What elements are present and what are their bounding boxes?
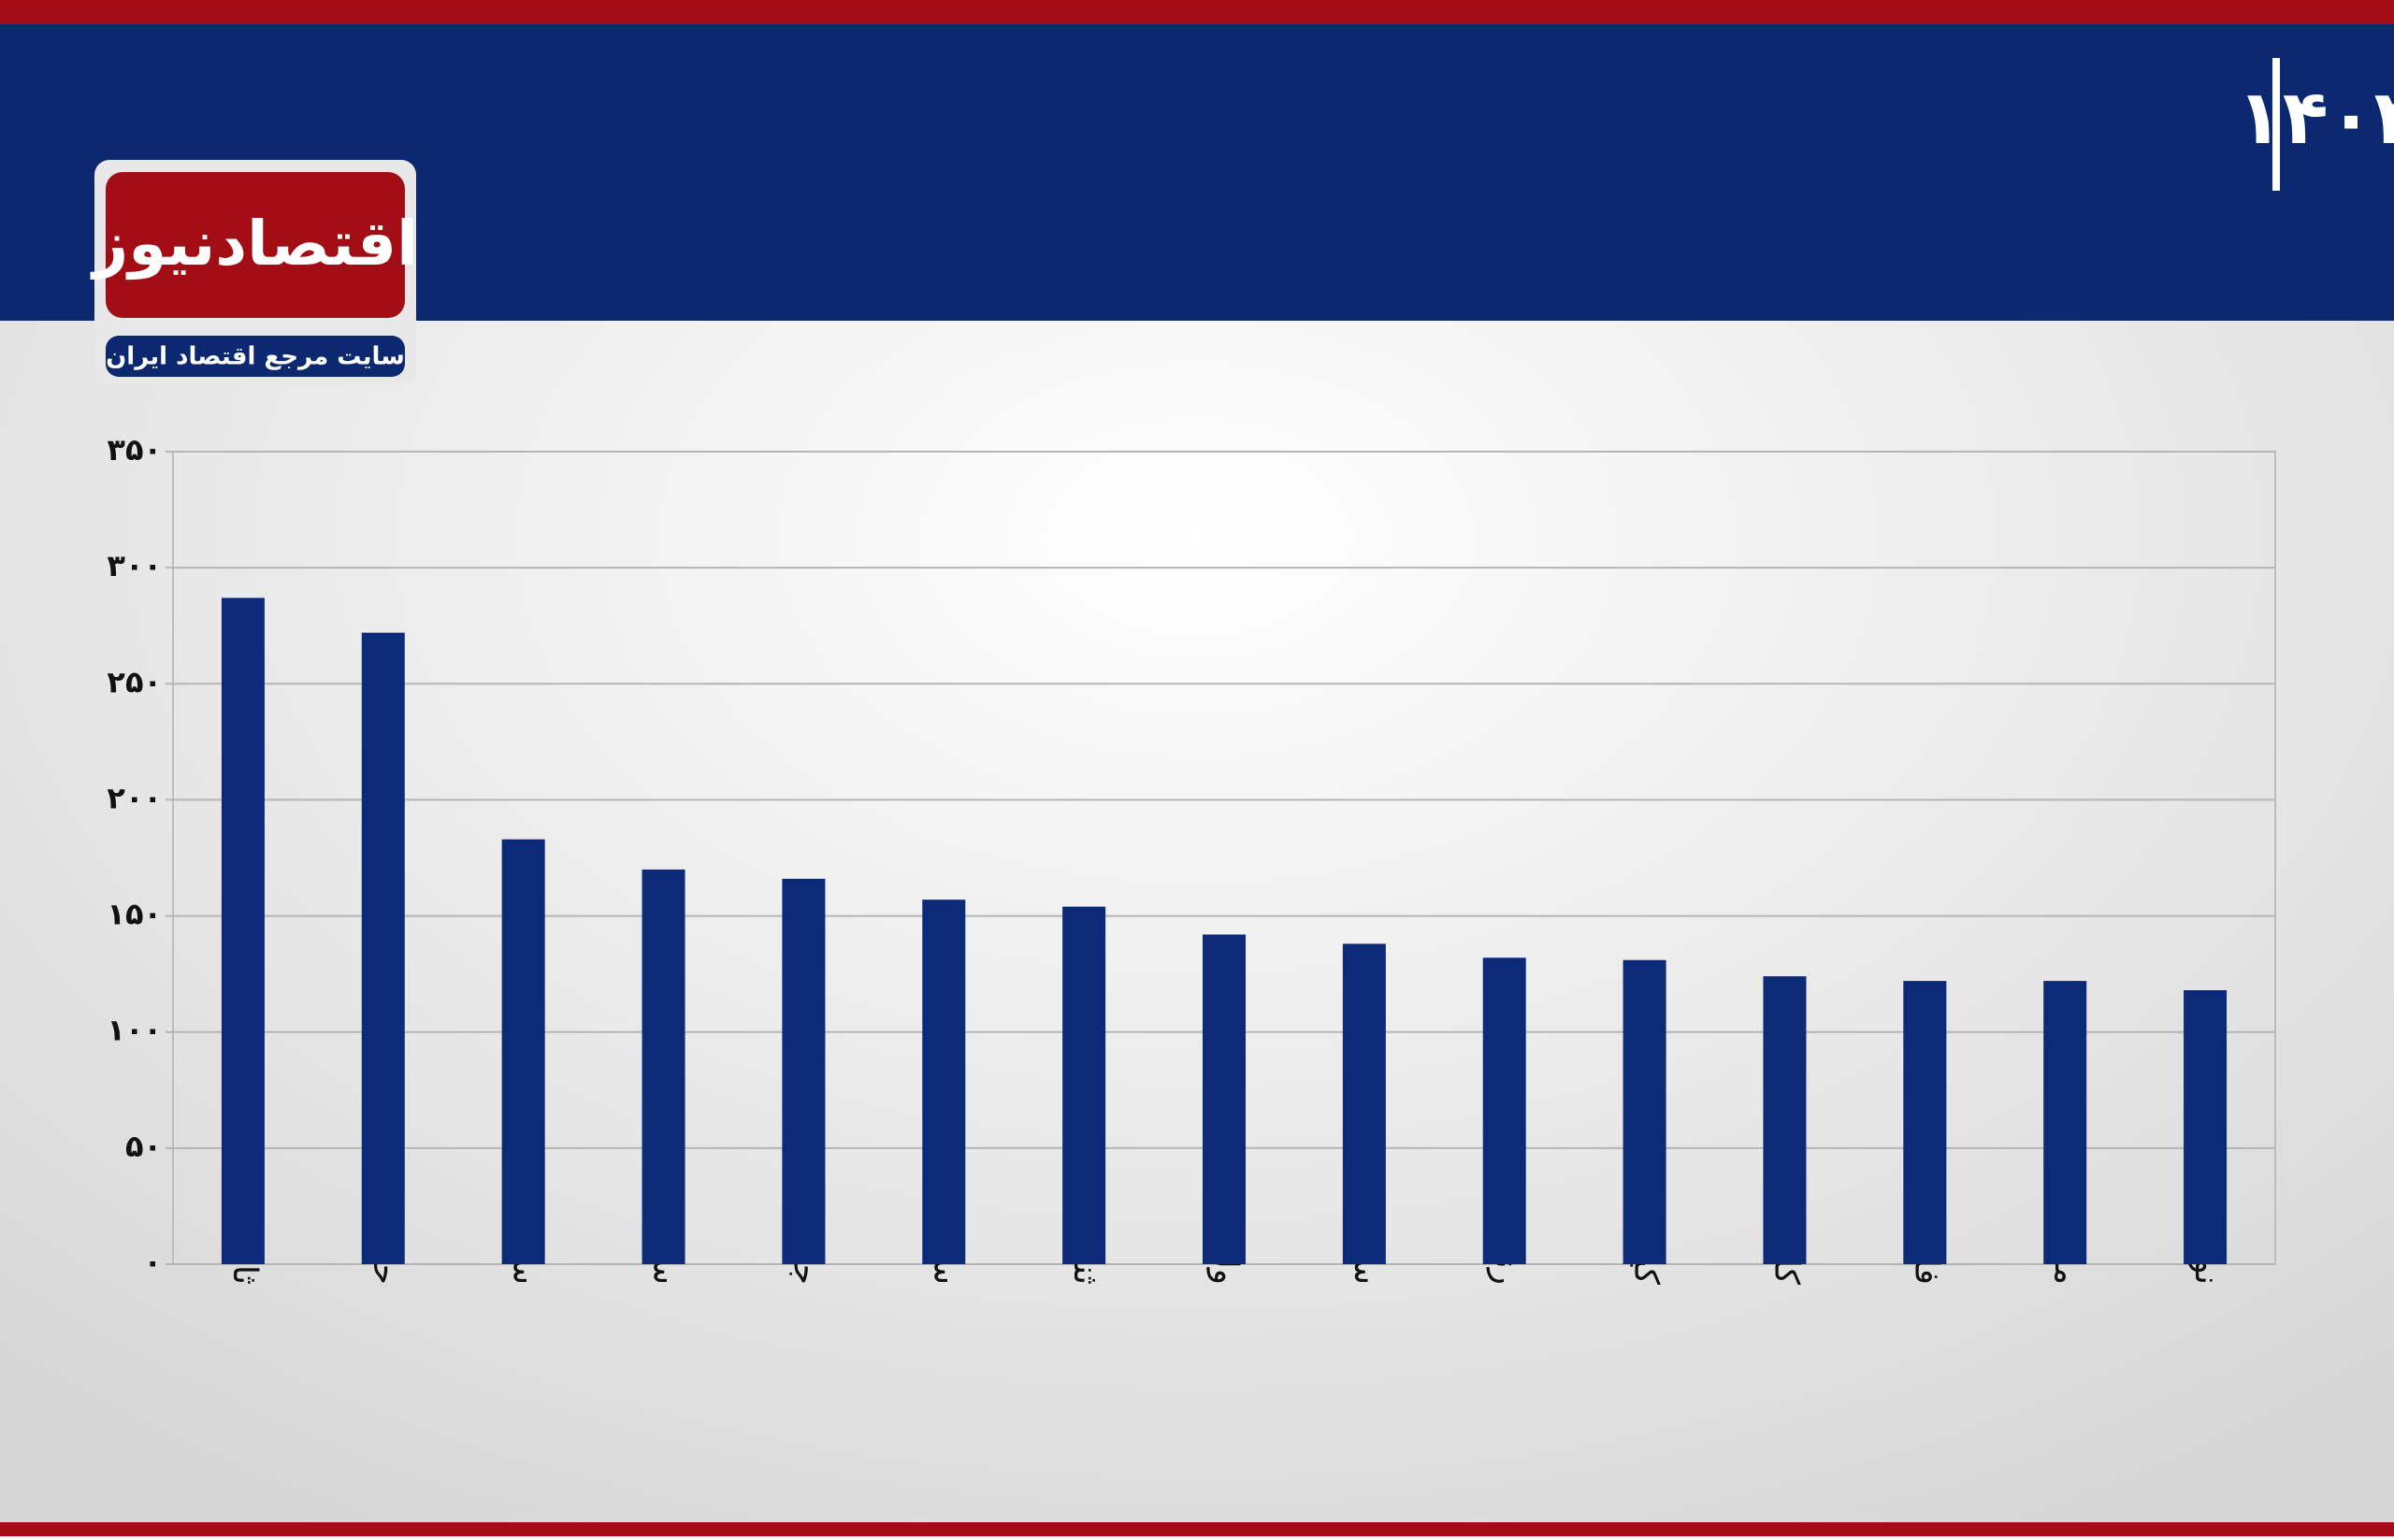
- bar: [1763, 976, 1807, 1264]
- title-bar: [2272, 58, 2280, 191]
- bar: [922, 900, 966, 1264]
- bar: [221, 597, 265, 1264]
- y-tick-label: ۲۵۰: [107, 664, 162, 699]
- bar: [1203, 934, 1246, 1264]
- y-tick-label: ۱۵۰: [107, 897, 162, 932]
- tagline-pill: [106, 336, 405, 377]
- bar: [1062, 906, 1106, 1264]
- bar: [1342, 943, 1386, 1264]
- top-stripe: [0, 0, 2394, 24]
- y-tick-label: ۲۰۰: [107, 780, 162, 815]
- tagline: سایت مرجع اقتصاد ایران: [106, 343, 405, 371]
- title: نمادهایی با بالاترین بازدهی در سال ۱۴۰۳: [2237, 74, 2394, 162]
- bar: [501, 839, 545, 1264]
- y-tick-label: ۰: [143, 1245, 162, 1280]
- y-tick-label: ۳۰۰: [107, 548, 162, 583]
- y-tick-label: ۳۵۰: [107, 432, 162, 468]
- bar: [2043, 981, 2087, 1264]
- bar: [642, 869, 685, 1264]
- y-tick-label: ۱۰۰: [107, 1013, 162, 1048]
- bar: [1622, 959, 1666, 1264]
- bottom-stripe: [0, 1522, 2394, 1536]
- bar: [361, 632, 405, 1264]
- bar: [782, 878, 826, 1264]
- bar: [2184, 990, 2228, 1264]
- logo-text: اقتصادنیوز: [90, 208, 418, 281]
- bar: [1482, 957, 1526, 1264]
- logo-red: [106, 172, 405, 318]
- y-tick-label: ۵۰: [125, 1129, 162, 1164]
- bar: [1903, 981, 1947, 1264]
